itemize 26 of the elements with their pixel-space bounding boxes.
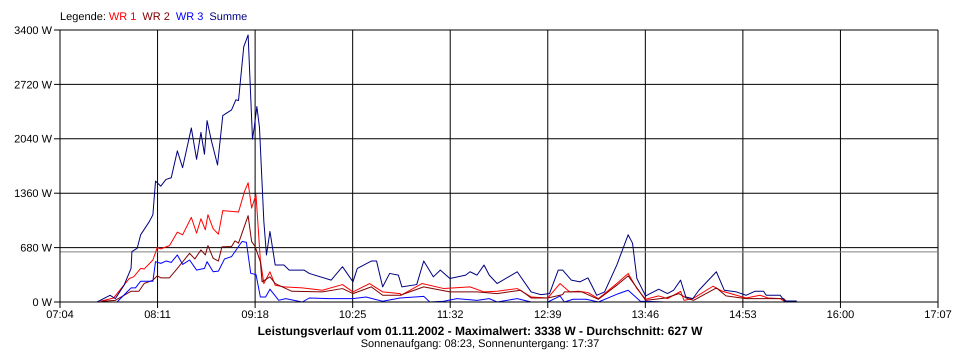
x-tick-label: 07:04 [46, 308, 74, 321]
x-tick-label: 16:00 [826, 308, 854, 321]
y-tick-label: 680 W [20, 242, 53, 255]
text: WR 2 [142, 11, 170, 23]
x-tick-label: 10:25 [338, 308, 366, 321]
legend-title: Legende: [60, 11, 106, 23]
x-tick-label: 13:46 [632, 308, 660, 321]
text: WR 3 [176, 11, 204, 23]
line-series [102, 215, 787, 302]
y-tick-label: 3400 W [14, 24, 53, 37]
line-series [100, 182, 786, 302]
series-label: Summe [209, 11, 248, 23]
y-tick-label: 2040 W [14, 134, 53, 146]
x-tick-label: 17:07 [924, 308, 952, 321]
x-tick-label: 14:53 [729, 308, 757, 321]
text: Leistungsverlauf vom 01.11.2002 - Maximalwert: 3338 W - Durchschnitt: 627 W [256, 324, 704, 338]
y-tick-label: 1360 W [14, 188, 53, 200]
x-tick-label: 08:11 [144, 308, 171, 321]
text: Sonnenaufgang: 08:23, Sonnenuntergang: 17:37 [360, 338, 600, 350]
text: WR 1 [108, 11, 136, 23]
x-tick-label: 12:39 [534, 308, 562, 321]
y-tick-label: 2720 W [14, 79, 53, 92]
y-tick-label: 0 W [32, 296, 53, 309]
x-tick-label: 11:32 [436, 308, 464, 321]
line-series [96, 34, 798, 302]
x-tick-label: 09:18 [241, 308, 269, 321]
